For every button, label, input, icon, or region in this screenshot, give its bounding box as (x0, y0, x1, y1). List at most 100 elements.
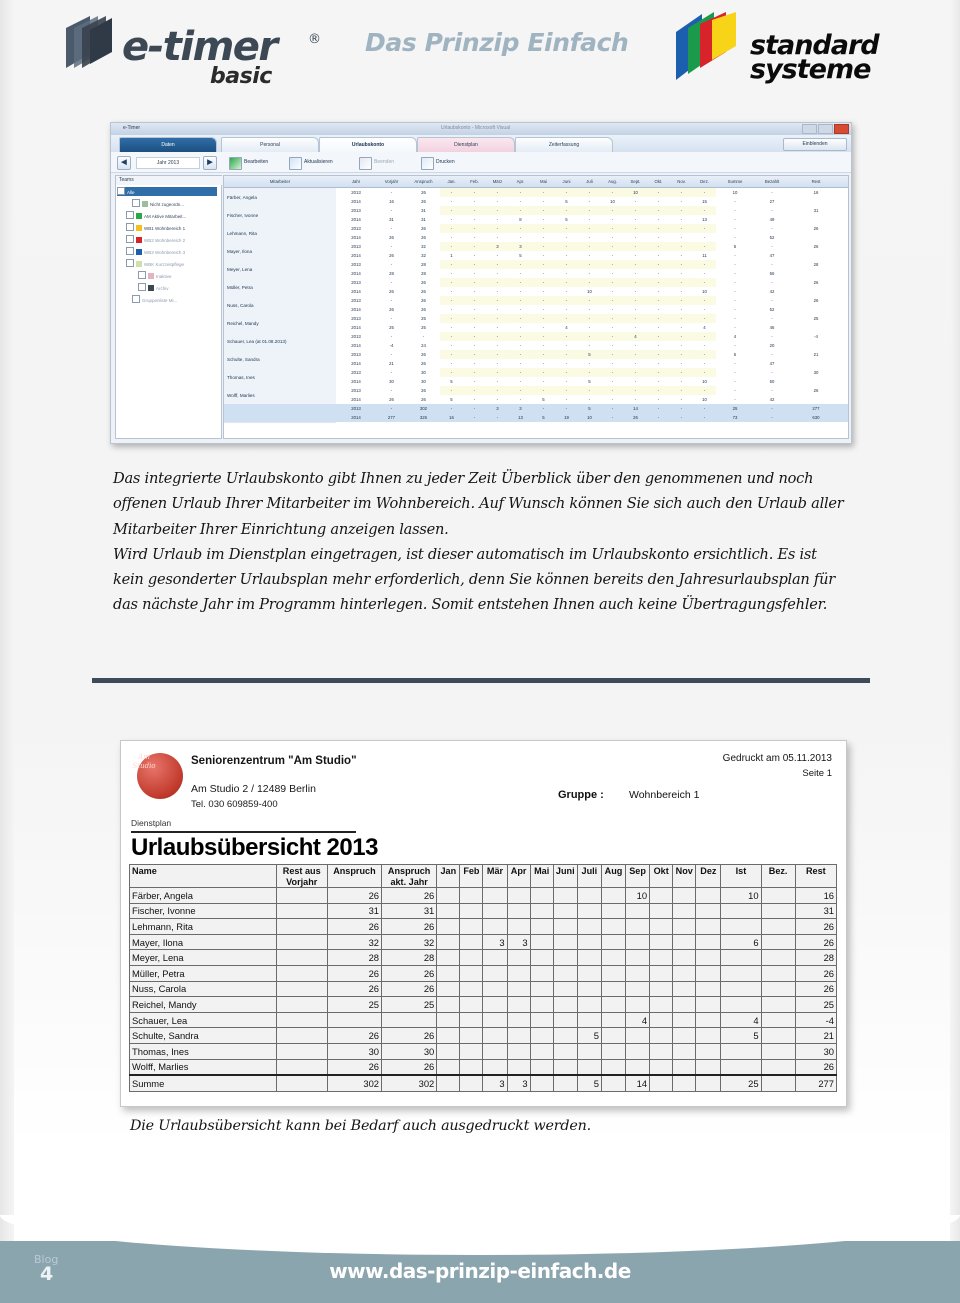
grid-cell-11: - (601, 278, 624, 287)
close-icon[interactable] (834, 124, 849, 134)
checkbox-icon[interactable] (126, 211, 134, 219)
grid-col-header-6[interactable]: März (492, 179, 503, 184)
checkbox-icon[interactable] (138, 271, 146, 279)
grid-cell-14: - (670, 368, 693, 377)
toolbar-bearbeiten[interactable]: Bearbeiten (229, 156, 268, 170)
grid-col-header-14[interactable]: Nov. (677, 179, 686, 184)
grid-cell-9: - (555, 278, 578, 287)
grid-col-header-7[interactable]: Apr. (516, 179, 525, 184)
checkbox-icon[interactable] (126, 235, 134, 243)
grid-cell-8: - (542, 289, 545, 294)
minimize-icon[interactable] (802, 124, 817, 134)
grid-cell-9: - (565, 397, 568, 402)
cell-11 (625, 964, 651, 982)
checkbox-icon[interactable] (117, 187, 125, 195)
grid-col-header-1[interactable]: Jahr (351, 179, 361, 184)
checkbox-icon[interactable] (126, 223, 134, 231)
year-prev-button[interactable]: ◀ (117, 156, 131, 170)
grid-col-header-15[interactable]: Dez. (700, 179, 709, 184)
tab-zeiterfassung[interactable]: Zeiterfassung (515, 137, 613, 152)
grid-col-header-2[interactable]: Vorjahr (384, 179, 399, 184)
grid-cell-16: - (734, 262, 736, 267)
grid-col-header-11[interactable]: Aug. (608, 179, 617, 184)
grid-col-header-5[interactable]: Feb. (470, 179, 479, 184)
grid-data-row[interactable] (224, 404, 848, 413)
cell-14 (695, 902, 722, 920)
grid-cell-8: - (532, 206, 555, 215)
grid-cell-1: 2014 (351, 325, 361, 330)
urlaubskonto-grid[interactable]: Mitarbeiter Jahr Vorjahr Anspruch Jan. Feb. Mä… (223, 175, 849, 439)
grid-col-header-12[interactable]: Sept. (630, 179, 641, 184)
grid-cell-2: - (390, 406, 393, 411)
einblenden-button[interactable]: Einblenden (783, 138, 847, 151)
tab-urlaubskonto[interactable]: Urlaubskonto (319, 137, 417, 152)
page-footer: Blog 4 www.das-prinzip-einfach.de (0, 1215, 960, 1303)
tree-item-archiv[interactable]: Archiv (118, 283, 169, 292)
grid-data-row[interactable] (224, 413, 848, 422)
row-name: Meyer, Lena (129, 949, 277, 966)
grid-cell-15: - (693, 278, 716, 287)
grid-cell-9: - (565, 361, 568, 366)
cell-5: 3 (482, 933, 508, 951)
grid-cell-11: - (601, 260, 624, 269)
tree-item-wohnbereich-1[interactable]: WB1 Wohnbereich 1 (118, 223, 185, 232)
tree-item-inaktive[interactable]: Inaktive (118, 271, 172, 280)
tree-item-alle[interactable]: Alle (117, 187, 217, 196)
grid-cell-5: - (473, 361, 476, 366)
grid-cell-10: - (588, 397, 591, 402)
grid-cell-12: 26 (633, 415, 638, 420)
checkbox-icon[interactable] (126, 259, 134, 267)
grid-col-header-17[interactable]: Bezahlt (764, 179, 780, 184)
grid-cell-12: - (624, 314, 647, 323)
grid-cell-9: - (565, 343, 568, 348)
grid-col-header-4[interactable]: Jan. (447, 179, 456, 184)
grid-cell-2: 25 (389, 325, 394, 330)
checkbox-icon[interactable] (138, 283, 146, 291)
tab-personal[interactable]: Personal (221, 137, 319, 152)
grid-cell-3: 26 (421, 226, 426, 231)
footer-website-url[interactable]: www.das-prinzip-einfach.de (329, 1259, 631, 1283)
toolbar-aktualisieren[interactable]: Aktualisieren (289, 156, 333, 170)
grid-col-header-0[interactable]: Mitarbeiter (269, 179, 291, 184)
grid-cell-2: - (390, 190, 393, 195)
tab-daten[interactable]: Daten (119, 137, 217, 152)
cell-4 (459, 1042, 484, 1060)
grid-cell-2: - (390, 226, 393, 231)
toolbar-drucken[interactable]: Drucken (421, 156, 455, 170)
grid-cell-8: - (532, 350, 555, 359)
grid-col-header-16[interactable]: Summe (727, 179, 743, 184)
year-field[interactable]: Jahr 2013 (136, 157, 200, 169)
tree-item-nicht-zugeordnet[interactable]: Nicht zugeordn... (118, 199, 184, 208)
cell-13 (672, 964, 697, 982)
exit-icon (359, 157, 372, 170)
grid-cell-15: - (703, 307, 706, 312)
checkbox-icon[interactable] (132, 199, 140, 207)
tab-dienstplan[interactable]: Dienstplan (417, 137, 515, 152)
grid-cell-9: 5 (565, 199, 568, 204)
checkbox-icon[interactable] (132, 295, 140, 303)
cell-14 (695, 1058, 722, 1076)
cell-13 (672, 933, 697, 951)
grid-col-header-3[interactable]: Anspruch (414, 179, 433, 184)
col-header-11: Aug (600, 864, 627, 888)
tree-item-kurzzeitpflege[interactable]: WBK Kurzzeitpflege (118, 259, 184, 268)
grid-col-header-9[interactable]: Juni (562, 179, 571, 184)
tree-item-wohnbereich-3[interactable]: WB3 Wohnbereich 3 (118, 247, 185, 256)
year-next-button[interactable]: ▶ (203, 156, 217, 170)
edit-icon (229, 157, 242, 170)
tree-item-label: Archiv (156, 286, 169, 291)
checkbox-icon[interactable] (126, 247, 134, 255)
grid-col-header-8[interactable]: Mai (540, 179, 547, 184)
grid-cell-17: - (771, 334, 773, 339)
tree-item-aktive-mitarbeiter[interactable]: AM Aktive Mitarbeit... (118, 211, 186, 220)
grid-col-header-10[interactable]: Juli (586, 179, 593, 184)
tree-item-gruppenliste[interactable]: Gruppenliste Mi... (118, 295, 177, 304)
grid-col-header-18[interactable]: Rest (811, 179, 821, 184)
tree-item-wohnbereich-2[interactable]: WB2 Wohnbereich 2 (118, 235, 185, 244)
maximize-icon[interactable] (818, 124, 833, 134)
grid-cell-16: - (734, 235, 736, 240)
grid-cell-11: - (611, 235, 614, 240)
col-header-17: Bez. (760, 864, 796, 888)
cell-9 (576, 996, 602, 1013)
grid-col-header-13[interactable]: Okt. (654, 179, 663, 184)
